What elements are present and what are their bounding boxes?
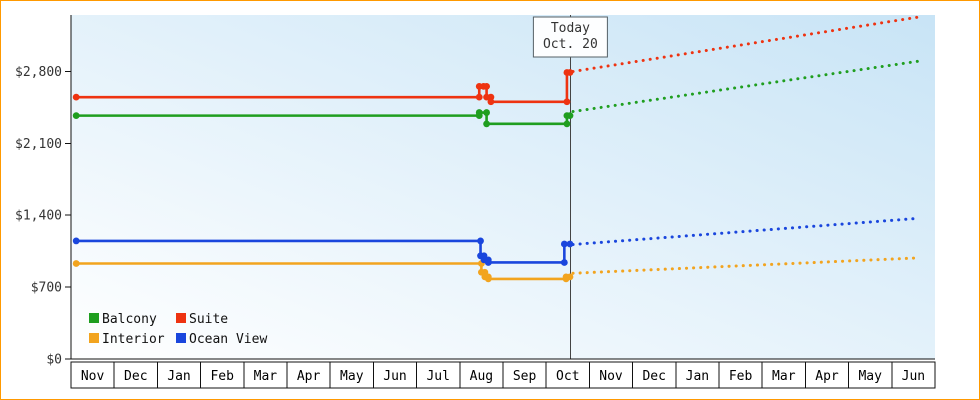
svg-text:Jun: Jun: [383, 369, 406, 384]
svg-text:Apr: Apr: [297, 369, 321, 384]
svg-text:Feb: Feb: [210, 369, 234, 384]
svg-text:May: May: [340, 369, 364, 384]
svg-text:Balcony: Balcony: [102, 312, 157, 327]
svg-text:$700: $700: [31, 281, 62, 296]
svg-text:Interior: Interior: [102, 332, 165, 347]
svg-text:Nov: Nov: [81, 369, 105, 384]
svg-text:Apr: Apr: [815, 369, 839, 384]
svg-text:$0: $0: [46, 353, 62, 368]
svg-text:Aug: Aug: [470, 369, 493, 384]
svg-text:Nov: Nov: [599, 369, 623, 384]
svg-text:Jan: Jan: [686, 369, 709, 384]
svg-text:$2,800: $2,800: [15, 65, 62, 80]
svg-text:Dec: Dec: [124, 369, 147, 384]
svg-text:Jun: Jun: [902, 369, 925, 384]
svg-text:$2,100: $2,100: [15, 137, 62, 152]
svg-text:Mar: Mar: [772, 369, 796, 384]
svg-text:Ocean View: Ocean View: [189, 332, 267, 347]
svg-text:Jul: Jul: [426, 369, 449, 384]
svg-text:Dec: Dec: [642, 369, 665, 384]
svg-text:Today: Today: [551, 21, 590, 36]
svg-text:Oct: Oct: [556, 369, 579, 384]
svg-text:Suite: Suite: [189, 312, 228, 327]
svg-text:Oct. 20: Oct. 20: [543, 37, 598, 52]
svg-text:Mar: Mar: [254, 369, 278, 384]
svg-text:Sep: Sep: [513, 369, 537, 384]
svg-text:May: May: [858, 369, 882, 384]
svg-text:$1,400: $1,400: [15, 209, 62, 224]
svg-text:Jan: Jan: [167, 369, 190, 384]
svg-text:Feb: Feb: [729, 369, 753, 384]
